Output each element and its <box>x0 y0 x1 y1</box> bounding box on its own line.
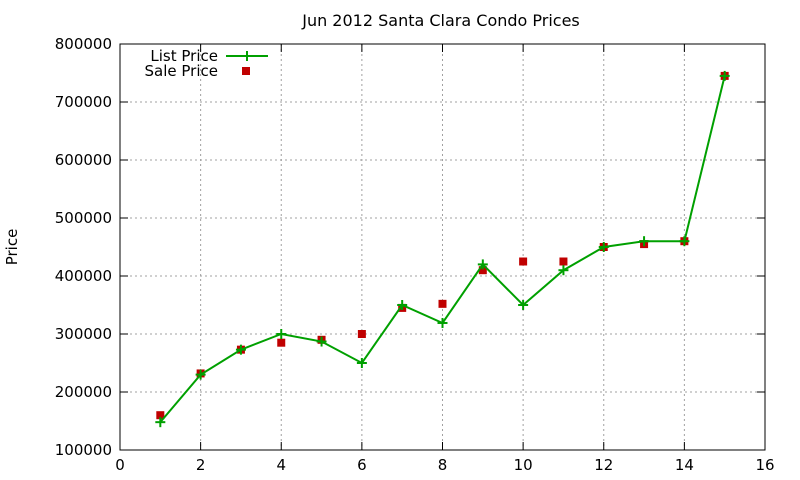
y-tick-label: 600000 <box>55 151 112 169</box>
list-price-point <box>558 265 569 276</box>
legend-marker-sale-price <box>242 67 250 75</box>
list-price-point <box>356 358 367 368</box>
list-price-point <box>155 417 166 428</box>
list-price-point <box>518 300 529 310</box>
sale-price-point <box>559 257 568 266</box>
sale-price-point <box>478 266 487 275</box>
y-tick-label: 500000 <box>55 209 112 227</box>
x-tick-label: 0 <box>115 456 125 474</box>
list-price-point <box>719 70 730 81</box>
list-price-point <box>639 236 650 247</box>
x-tick-label: 8 <box>438 456 448 474</box>
plot-area <box>155 70 730 428</box>
list-price-point <box>316 336 327 347</box>
x-tick-label: 16 <box>755 456 774 474</box>
x-tick-label: 14 <box>675 456 694 474</box>
legend-marker-list-price <box>242 51 252 61</box>
sale-price-point <box>156 411 165 420</box>
y-tick-label: 400000 <box>55 267 112 285</box>
list-price-point <box>195 369 206 380</box>
list-price-point <box>598 242 609 252</box>
y-axis-label: Price <box>3 229 21 266</box>
y-tick-label: 200000 <box>55 383 112 401</box>
y-tick-label: 100000 <box>55 441 112 459</box>
y-tick-label: 800000 <box>55 35 112 53</box>
list-price-point <box>477 259 488 270</box>
sale-price-point <box>438 299 447 308</box>
legend: List Price Sale Price <box>145 47 268 80</box>
legend-label-sale-price: Sale Price <box>145 62 218 80</box>
chart-title: Jun 2012 Santa Clara Condo Prices <box>301 11 580 30</box>
axis-ticks: 0 2 4 6 8 10 12 14 16 100000 200000 300000 400000 500… <box>55 35 775 474</box>
sale-price-point <box>357 330 366 338</box>
grid <box>120 44 765 450</box>
sale-price-point <box>277 338 286 347</box>
x-tick-label: 2 <box>196 456 206 474</box>
x-tick-label: 12 <box>594 456 613 474</box>
y-tick-label: 300000 <box>55 325 112 343</box>
x-tick-label: 4 <box>276 456 286 474</box>
list-price-point <box>397 300 408 310</box>
legend-label-list-price: List Price <box>150 47 218 65</box>
list-price-point <box>679 236 690 247</box>
list-price-point <box>437 317 448 328</box>
y-tick-label: 700000 <box>55 93 112 111</box>
x-tick-label: 6 <box>357 456 367 474</box>
list-price-point <box>276 329 287 339</box>
x-tick-label: 10 <box>514 456 533 474</box>
sale-price-point <box>519 257 528 266</box>
list-price-point <box>235 344 246 355</box>
